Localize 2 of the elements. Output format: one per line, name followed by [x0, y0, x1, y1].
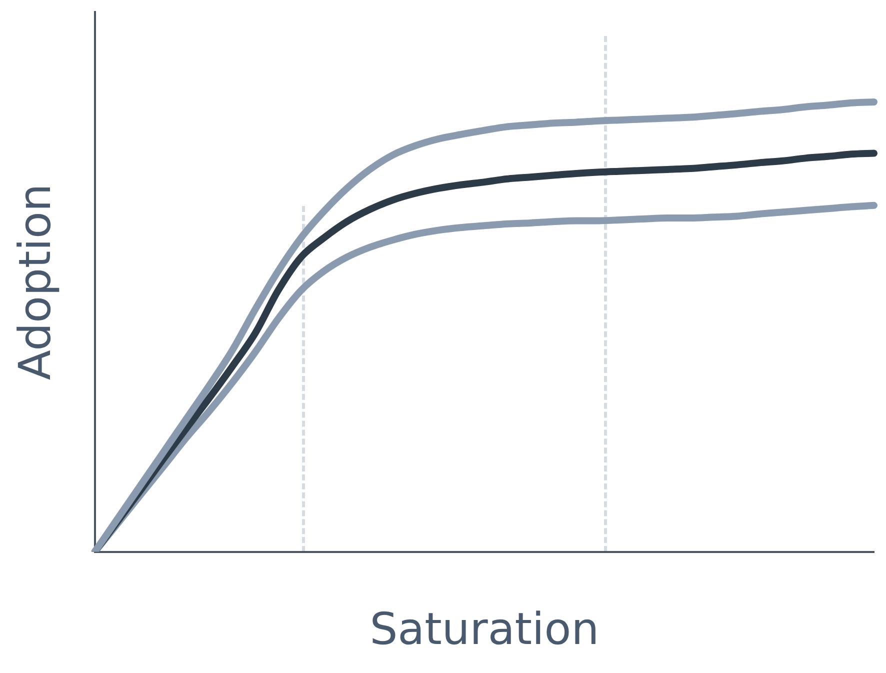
y-axis-title: Adoption — [10, 184, 61, 380]
x-axis-title: Saturation — [370, 604, 600, 656]
